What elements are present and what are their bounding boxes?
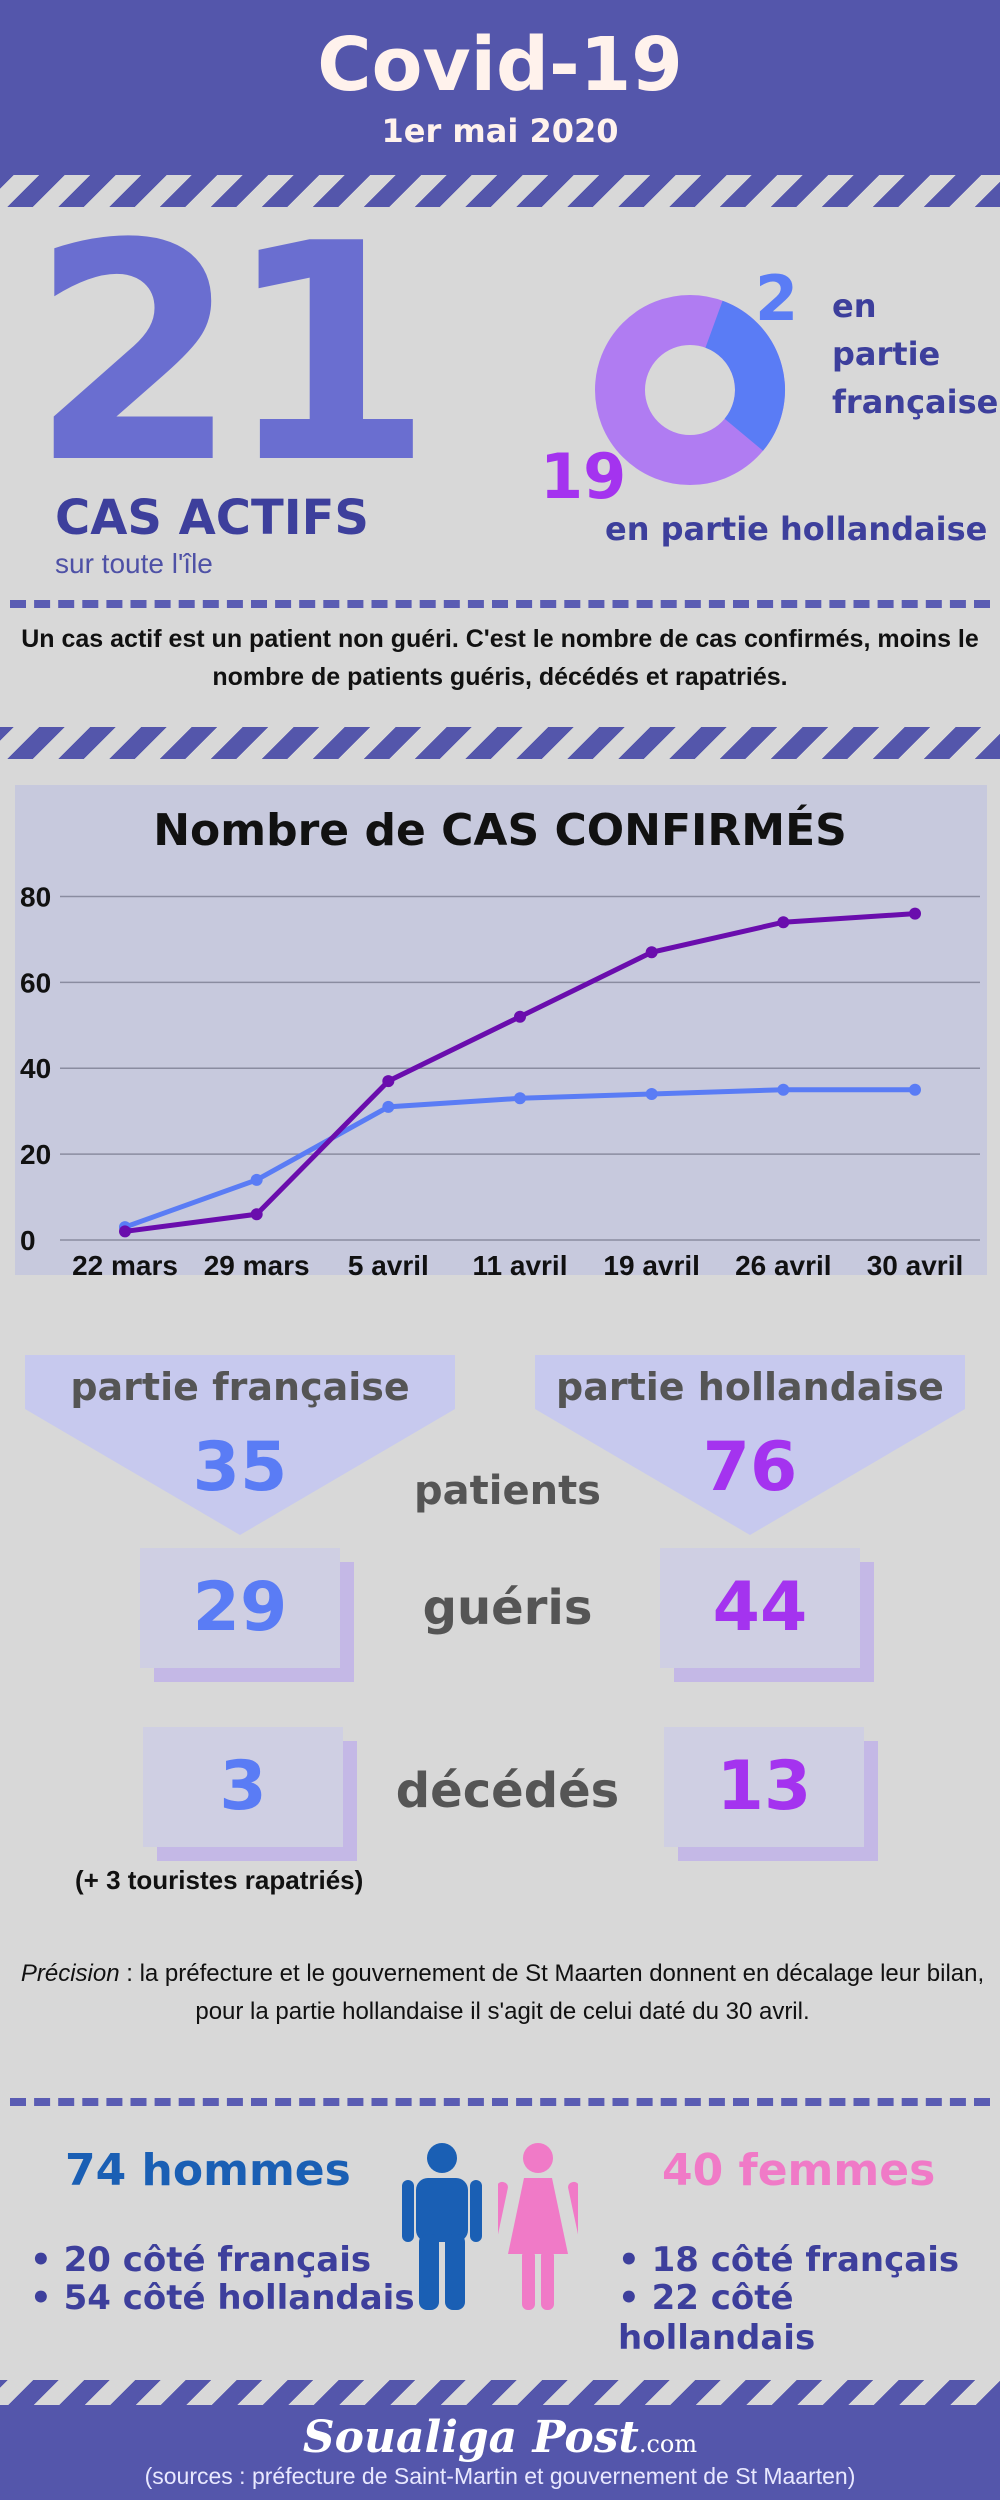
x-tick-label: 22 mars <box>72 1250 178 1280</box>
tourists-note: (+ 3 touristes rapatriés) <box>75 1865 364 1895</box>
brand-name: Soualiga Post <box>302 2412 639 2463</box>
page-title: Covid-19 <box>317 22 683 108</box>
line-chart: 0 20 40 60 80 22 mars 29 mars 5 avril 11 avril 19… <box>20 881 980 1280</box>
active-sublabel: sur toute l'île <box>55 548 213 579</box>
stripe-divider <box>0 2380 1000 2406</box>
data-point <box>777 1083 790 1096</box>
stripe-divider <box>0 175 1000 207</box>
stripe-divider <box>0 727 1000 759</box>
x-tick-label: 30 avril <box>867 1250 964 1280</box>
chart-title: Nombre de CAS CONFIRMÉS <box>153 805 847 856</box>
y-tick-label: 60 <box>20 967 51 998</box>
brand-logo: Soualiga Post.com <box>0 2412 1000 2463</box>
recovered-label: guéris <box>422 1580 593 1636</box>
precision-text: : la préfecture et le gouvernement de St… <box>119 1960 985 2025</box>
patients-label: patients <box>414 1468 601 1514</box>
fr-title: partie française <box>70 1365 410 1409</box>
data-point <box>909 1083 921 1096</box>
data-point <box>645 946 658 959</box>
data-point <box>250 1208 263 1221</box>
fr-deaths-box <box>143 1727 343 1847</box>
data-point <box>382 1100 395 1113</box>
data-point <box>514 1092 526 1105</box>
fr-patients: 35 <box>192 1428 288 1507</box>
woman-icon <box>498 2143 578 2310</box>
brand-suffix: .com <box>638 2430 698 2458</box>
donut-slice-fr <box>704 300 785 451</box>
nl-recovered: 44 <box>712 1568 808 1647</box>
page-date: 1er mai 2020 <box>381 112 619 150</box>
nl-patients: 76 <box>702 1428 798 1507</box>
y-tick-label: 20 <box>20 1139 51 1170</box>
nl-deaths: 13 <box>716 1747 812 1826</box>
active-count: 21 <box>30 180 433 529</box>
data-point <box>119 1225 131 1238</box>
fr-deaths: 3 <box>219 1747 267 1826</box>
header-banner <box>0 0 1000 175</box>
x-tick-label: 11 avril <box>473 1250 568 1280</box>
precision-label: Précision <box>20 1960 120 1987</box>
data-point <box>514 1010 526 1023</box>
y-tick-label: 80 <box>20 881 51 912</box>
fr-recovered-box <box>140 1548 340 1668</box>
nl-active-label: en partie hollandaise <box>605 510 988 548</box>
sources-note: (sources : préfecture de Saint-Martin et… <box>144 2463 856 2489</box>
dashed-divider <box>10 2098 990 2106</box>
deaths-label: décédés <box>395 1763 620 1819</box>
men-title: 74 hommes <box>65 2145 351 2196</box>
fr-active-count: 2 <box>755 262 799 335</box>
data-point <box>645 1088 658 1100</box>
nl-active-count: 19 <box>540 440 627 513</box>
chart-background <box>15 785 987 1275</box>
x-tick-label: 26 avril <box>735 1250 832 1280</box>
data-point <box>909 907 921 920</box>
active-donut-chart <box>595 295 785 485</box>
x-tick-label: 29 mars <box>204 1250 310 1280</box>
women-item: • 22 côté hollandais <box>618 2278 816 2358</box>
x-tick-label: 19 avril <box>603 1250 700 1280</box>
active-label: CAS ACTIFS <box>55 490 369 546</box>
precision-note: Précision : la préfecture et le gouverne… <box>10 1955 995 2031</box>
women-title: 40 femmes <box>662 2145 936 2196</box>
nl-deaths-box <box>664 1727 864 1847</box>
y-tick-label: 40 <box>20 1053 51 1084</box>
dashed-divider <box>10 600 990 608</box>
fr-recovered: 29 <box>192 1568 288 1647</box>
nl-recovered-box <box>660 1548 860 1668</box>
men-item: • 54 côté hollandais <box>30 2278 415 2318</box>
data-point <box>382 1075 395 1088</box>
active-definition: Un cas actif est un patient non guéri. C… <box>21 625 979 691</box>
man-icon <box>402 2143 482 2310</box>
data-point <box>250 1173 263 1186</box>
x-tick-label: 5 avril <box>348 1250 429 1280</box>
nl-title: partie hollandaise <box>556 1365 944 1409</box>
fr-active-label: en partie française <box>832 287 999 421</box>
y-tick-label: 0 <box>20 1225 36 1256</box>
series-line-0 <box>124 1087 915 1230</box>
footer-banner <box>0 2405 1000 2500</box>
data-point <box>777 916 790 929</box>
women-item: • 18 côté français <box>618 2240 960 2280</box>
men-item: • 20 côté français <box>30 2240 372 2280</box>
